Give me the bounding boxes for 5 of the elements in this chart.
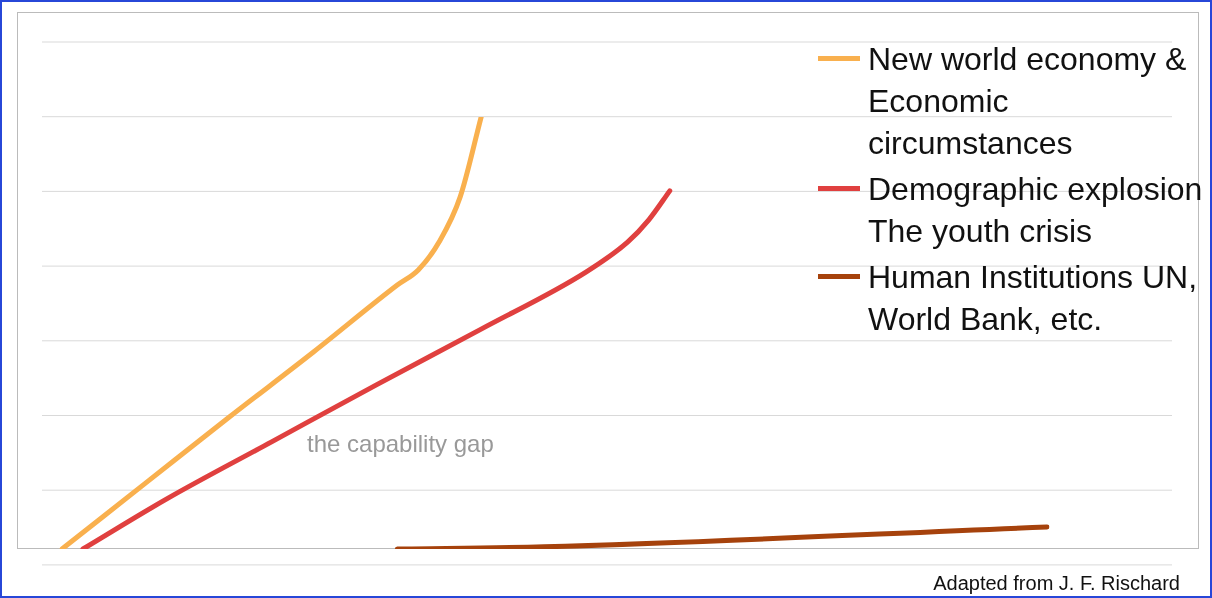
legend-label: New world economy & Economic circumstances [868, 40, 1188, 163]
legend-label: Human Institutions UN, World Bank, etc. [868, 258, 1198, 339]
text: Adapted from J. F. Rischard [933, 572, 1180, 595]
annotation: the capability gap [307, 430, 494, 458]
legend-label: Demographic explosion The youth crisis [868, 170, 1204, 251]
